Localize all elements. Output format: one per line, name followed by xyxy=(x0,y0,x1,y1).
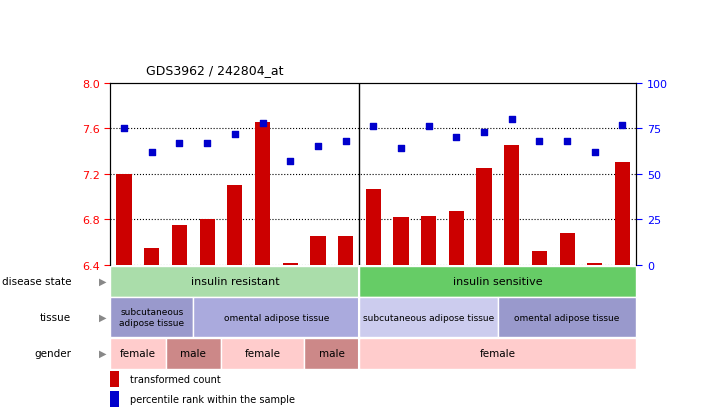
Point xyxy=(479,129,490,136)
Text: male: male xyxy=(181,348,206,358)
Point xyxy=(423,124,434,131)
Text: insulin resistant: insulin resistant xyxy=(191,276,279,287)
Text: disease state: disease state xyxy=(1,276,71,287)
Bar xyxy=(282,263,298,265)
Bar xyxy=(200,220,215,265)
Text: male: male xyxy=(319,348,345,358)
Text: subcutaneous
adipose tissue: subcutaneous adipose tissue xyxy=(119,308,184,327)
Bar xyxy=(365,189,381,265)
Bar xyxy=(221,338,304,369)
Point xyxy=(118,126,129,132)
Bar xyxy=(393,217,409,265)
Point xyxy=(312,144,324,150)
Text: ▶: ▶ xyxy=(100,276,107,287)
Point xyxy=(201,140,213,147)
Bar xyxy=(504,146,519,265)
Bar xyxy=(110,391,119,407)
Point xyxy=(368,124,379,131)
Text: insulin sensitive: insulin sensitive xyxy=(453,276,542,287)
Point xyxy=(506,116,518,123)
Bar xyxy=(117,174,132,265)
Point xyxy=(257,120,268,127)
Bar xyxy=(449,212,464,265)
Bar xyxy=(532,252,547,265)
Bar xyxy=(310,237,326,265)
Text: omental adipose tissue: omental adipose tissue xyxy=(515,313,620,322)
Text: female: female xyxy=(120,348,156,358)
Text: ▶: ▶ xyxy=(100,348,107,358)
Bar xyxy=(110,298,193,337)
Text: subcutaneous adipose tissue: subcutaneous adipose tissue xyxy=(363,313,494,322)
Point xyxy=(284,158,296,165)
Bar xyxy=(144,248,159,265)
Text: tissue: tissue xyxy=(40,312,71,323)
Bar xyxy=(304,338,360,369)
Point xyxy=(340,138,351,145)
Point xyxy=(617,122,629,128)
Bar xyxy=(110,372,119,387)
Bar xyxy=(560,233,574,265)
Bar xyxy=(193,298,360,337)
Bar xyxy=(360,298,498,337)
Bar xyxy=(587,263,602,265)
Text: GDS3962 / 242804_at: GDS3962 / 242804_at xyxy=(146,64,283,77)
Bar xyxy=(110,266,360,297)
Bar xyxy=(338,237,353,265)
Bar xyxy=(498,298,636,337)
Point xyxy=(451,135,462,141)
Text: female: female xyxy=(245,348,281,358)
Text: ▶: ▶ xyxy=(100,312,107,323)
Point xyxy=(229,131,240,138)
Text: transformed count: transformed count xyxy=(130,375,221,385)
Text: percentile rank within the sample: percentile rank within the sample xyxy=(130,394,295,404)
Text: omental adipose tissue: omental adipose tissue xyxy=(224,313,329,322)
Bar xyxy=(110,338,166,369)
Point xyxy=(173,140,185,147)
Point xyxy=(534,138,545,145)
Bar xyxy=(360,266,636,297)
Point xyxy=(146,149,157,156)
Point xyxy=(589,149,601,156)
Bar xyxy=(166,338,221,369)
Bar xyxy=(615,163,630,265)
Bar xyxy=(228,186,242,265)
Bar xyxy=(360,338,636,369)
Text: gender: gender xyxy=(34,348,71,358)
Bar xyxy=(476,169,492,265)
Point xyxy=(395,145,407,152)
Bar xyxy=(255,123,270,265)
Point xyxy=(562,138,573,145)
Text: female: female xyxy=(480,348,516,358)
Bar xyxy=(172,225,187,265)
Bar xyxy=(421,216,437,265)
